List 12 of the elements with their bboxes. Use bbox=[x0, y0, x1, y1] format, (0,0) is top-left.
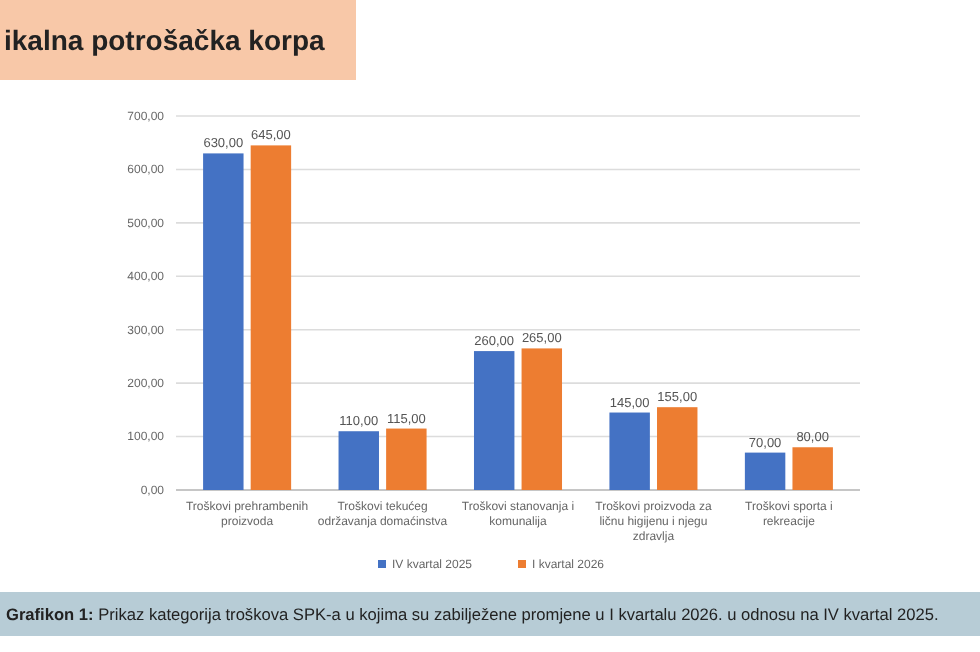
bar bbox=[792, 447, 833, 490]
bar bbox=[203, 153, 244, 490]
bar bbox=[744, 452, 786, 490]
chart-title: ikalna potrošačka korpa bbox=[4, 24, 326, 56]
bar bbox=[250, 145, 292, 490]
bar bbox=[473, 351, 515, 490]
bar bbox=[338, 431, 379, 490]
text: Grafikon 1: Prikaz kategorija troškova SPK-a u kojima su zabilježene promjene u I kvartalu 2026. u odnosu na IV kvartal 2025. bbox=[6, 604, 939, 624]
bar bbox=[657, 407, 698, 490]
bar bbox=[609, 412, 650, 490]
bar bbox=[386, 428, 427, 490]
bar bbox=[521, 348, 563, 490]
